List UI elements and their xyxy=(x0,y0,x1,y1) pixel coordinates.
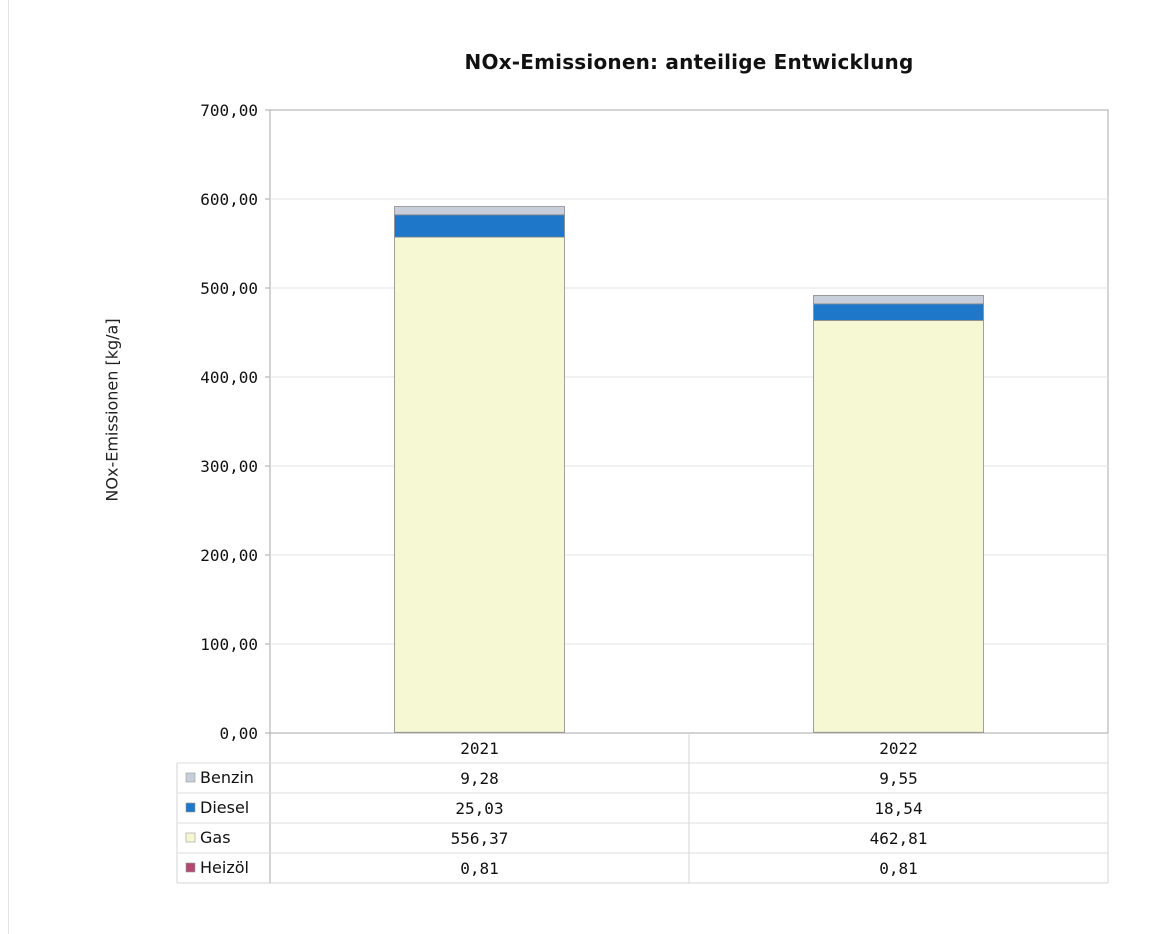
bar-segment-benzin-2021 xyxy=(394,206,565,216)
data-label: 9,28 xyxy=(460,769,499,788)
legend-swatch-heizl xyxy=(185,862,196,873)
data-label: 556,37 xyxy=(451,829,509,848)
data-label: 0,81 xyxy=(879,859,918,878)
y-tick-label: 400,00 xyxy=(200,368,258,387)
bar-segment-benzin-2022 xyxy=(813,294,984,305)
legend-swatch-benzin xyxy=(185,772,196,783)
y-tick-label: 700,00 xyxy=(200,101,258,120)
chart-title: NOx-Emissionen: anteilige Entwicklung xyxy=(464,50,914,74)
data-label: 25,03 xyxy=(455,799,503,818)
y-tick-label: 300,00 xyxy=(200,457,258,476)
bar-segment-gas-2021 xyxy=(394,236,565,733)
y-tick-label: 600,00 xyxy=(200,190,258,209)
legend-swatch-diesel xyxy=(185,802,196,813)
x-category-label: 2021 xyxy=(460,739,499,758)
y-tick-label: 100,00 xyxy=(200,635,258,654)
bar-segment-diesel-2021 xyxy=(394,214,565,238)
y-tick-label: 200,00 xyxy=(200,546,258,565)
bar-segment-diesel-2022 xyxy=(813,303,984,321)
y-tick-label: 500,00 xyxy=(200,279,258,298)
legend-swatch-gas xyxy=(185,832,196,843)
legend-label: Diesel xyxy=(200,798,249,817)
data-label: 9,55 xyxy=(879,769,918,788)
legend-label: Benzin xyxy=(200,768,254,787)
page-edge-line xyxy=(8,0,9,934)
x-category-label: 2022 xyxy=(879,739,918,758)
legend-label: Heizöl xyxy=(200,858,249,877)
legend-label: Gas xyxy=(200,828,231,847)
data-label: 0,81 xyxy=(460,859,499,878)
bar-segment-gas-2022 xyxy=(813,319,984,733)
data-label: 462,81 xyxy=(870,829,928,848)
data-label: 18,54 xyxy=(874,799,922,818)
y-tick-label: 0,00 xyxy=(219,724,258,743)
